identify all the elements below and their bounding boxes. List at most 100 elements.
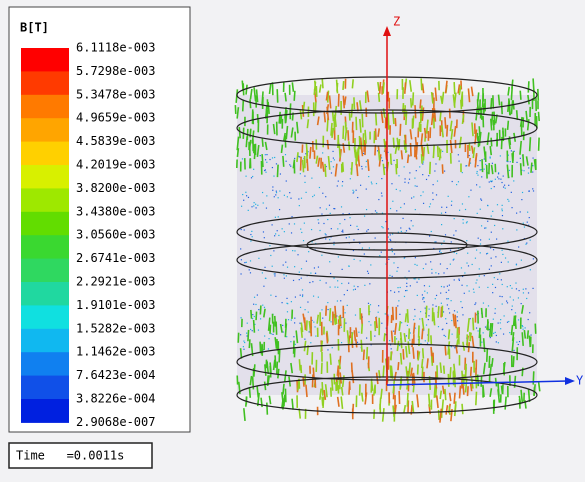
field-dot	[319, 230, 320, 231]
field-dot	[279, 190, 280, 191]
field-dot	[441, 213, 442, 214]
field-dot	[240, 317, 241, 318]
field-dot	[500, 328, 501, 329]
field-dot	[356, 226, 357, 227]
field-dot	[499, 296, 500, 297]
color-swatch	[21, 165, 69, 189]
field-dot	[406, 290, 407, 291]
field-dot	[518, 319, 519, 320]
field-dot	[362, 168, 363, 169]
legend-title: B[T]	[20, 21, 49, 35]
field-dot	[526, 298, 527, 299]
field-dot	[508, 321, 509, 322]
field-dot	[294, 318, 295, 319]
field-dot	[284, 195, 285, 196]
field-dot	[270, 255, 271, 256]
field-dot	[430, 261, 431, 262]
field-arrow	[322, 79, 323, 88]
field-dot	[294, 158, 295, 159]
field-arrow	[499, 95, 500, 106]
field-arrow	[333, 112, 334, 121]
field-arrow	[383, 82, 384, 93]
field-dot	[253, 304, 254, 305]
field-dot	[474, 304, 475, 305]
field-dot	[375, 237, 376, 238]
field-dot	[487, 287, 488, 288]
field-dot	[520, 158, 521, 159]
field-dot	[337, 280, 338, 281]
field-dot	[414, 178, 415, 179]
field-arrow	[301, 157, 302, 171]
field-dot	[453, 235, 454, 236]
field-dot	[391, 248, 392, 249]
field-dot	[410, 285, 411, 286]
field-arrow	[449, 406, 450, 414]
field-arrow	[427, 358, 428, 368]
legend-label: 4.9659e-003	[76, 111, 155, 125]
field-dot	[368, 176, 369, 177]
field-arrow	[413, 92, 414, 105]
field-arrow	[462, 114, 463, 123]
field-dot	[456, 253, 457, 254]
field-dot	[513, 350, 514, 351]
field-dot	[240, 248, 241, 249]
field-dot	[440, 263, 441, 264]
field-arrow	[449, 329, 450, 339]
field-dot	[502, 205, 503, 206]
field-arrow	[278, 369, 279, 379]
field-arrow	[523, 154, 524, 166]
field-arrow	[257, 89, 258, 102]
field-dot	[504, 185, 505, 186]
field-dot	[533, 258, 534, 259]
field-dot	[487, 221, 488, 222]
field-dot	[265, 169, 266, 170]
field-arrow	[362, 324, 363, 334]
field-dot	[430, 203, 431, 204]
field-dot	[263, 231, 264, 232]
field-arrow	[303, 160, 304, 173]
field-dot	[492, 211, 493, 212]
field-arrow	[502, 102, 503, 115]
field-dot	[448, 290, 449, 291]
field-dot	[438, 273, 439, 274]
field-dot	[307, 301, 308, 302]
field-dot	[501, 262, 502, 263]
field-arrow	[538, 112, 539, 121]
field-dot	[349, 266, 350, 267]
field-dot	[272, 167, 273, 168]
field-dot	[322, 193, 323, 194]
field-dot	[507, 302, 508, 303]
field-dot	[511, 150, 512, 151]
field-dot	[449, 312, 450, 313]
field-dot	[265, 154, 266, 155]
field-dot	[502, 296, 503, 297]
field-arrow	[391, 154, 392, 165]
field-dot	[333, 278, 334, 279]
field-arrow	[368, 159, 369, 171]
field-dot	[516, 213, 517, 214]
field-dot	[286, 336, 287, 337]
field-dot	[436, 194, 437, 195]
field-dot	[385, 167, 386, 168]
field-dot	[484, 169, 485, 170]
field-dot	[366, 337, 367, 338]
field-dot	[497, 176, 498, 177]
field-dot	[381, 226, 382, 227]
field-arrow	[484, 338, 485, 352]
field-dot	[527, 222, 528, 223]
field-dot	[391, 348, 392, 349]
field-dot	[399, 345, 400, 346]
field-dot	[500, 322, 501, 323]
field-dot	[415, 328, 416, 329]
field-dot	[453, 259, 454, 260]
field-arrow	[380, 82, 381, 94]
field-dot	[415, 209, 416, 210]
field-dot	[266, 195, 267, 196]
field-arrow	[297, 122, 298, 134]
field-arrow	[285, 93, 286, 102]
field-dot	[498, 173, 499, 174]
field-dot	[345, 323, 346, 324]
field-dot	[445, 336, 446, 337]
field-dot	[451, 320, 452, 321]
field-dot	[491, 216, 492, 217]
